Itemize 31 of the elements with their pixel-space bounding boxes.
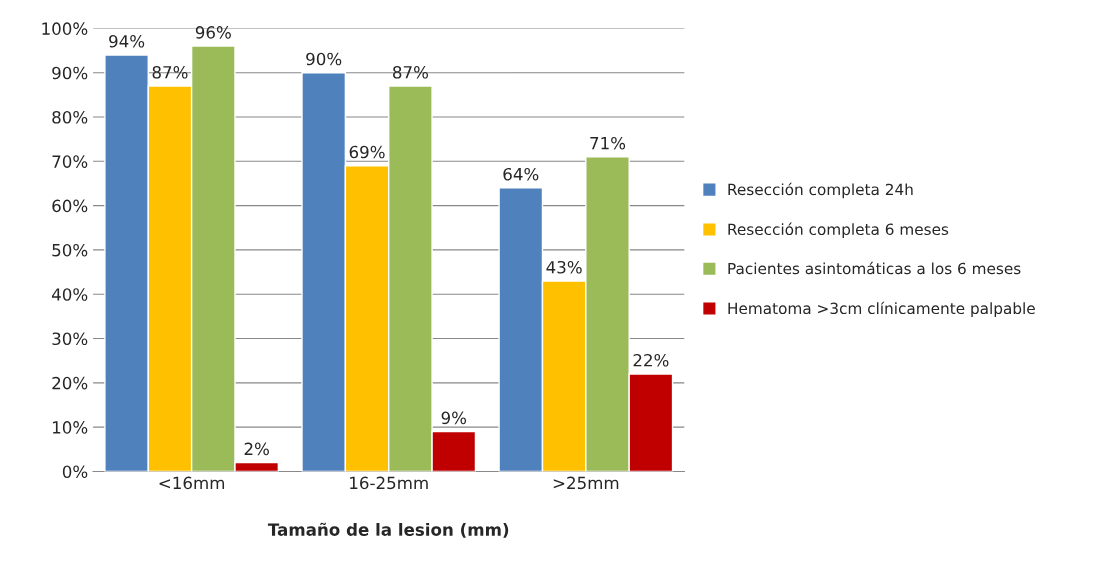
data-label: 94%	[109, 34, 145, 48]
data-label: 96%	[195, 26, 231, 39]
y-tick-label: 20%	[52, 376, 88, 390]
y-tick-label: 30%	[52, 332, 88, 346]
x-tick-label: >25mm	[553, 476, 619, 490]
data-label: 43%	[546, 260, 582, 274]
legend-label: Hematoma >3cm clínicamente palpable	[728, 301, 1035, 318]
data-label: 71%	[590, 136, 626, 150]
x-tick-label: <16mm	[159, 476, 225, 490]
legend-label: Resección completa 6 meses	[728, 222, 949, 238]
legend-label: Resección completa 24h	[728, 182, 913, 199]
y-tick-label: 80%	[52, 110, 88, 124]
data-label: 64%	[503, 167, 539, 181]
y-tick-label: 60%	[52, 199, 88, 213]
y-tick-label: 40%	[51, 288, 88, 301]
y-tick-label: 90%	[52, 66, 88, 80]
y-tick-label: 100%	[42, 22, 88, 35]
data-label: 9%	[441, 411, 467, 425]
y-tick-label: 50%	[52, 243, 88, 257]
y-tick-label: 70%	[52, 155, 88, 168]
x-tick-label: 16-25mm	[350, 476, 428, 490]
data-label: 69%	[349, 145, 385, 159]
data-label: 87%	[393, 65, 429, 79]
data-label: 90%	[306, 52, 342, 66]
legend-label: Pacientes asintomáticas a los 6 meses	[728, 261, 1021, 275]
x-axis-title: Tamaño de la lesion (mm)	[267, 522, 509, 538]
y-tick-label: 10%	[53, 421, 88, 434]
y-tick-label: 0%	[62, 465, 88, 479]
data-label: 87%	[152, 65, 188, 79]
data-label: 22%	[633, 353, 669, 367]
data-label: 2%	[244, 442, 269, 456]
